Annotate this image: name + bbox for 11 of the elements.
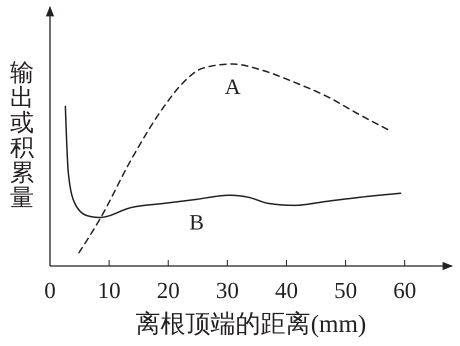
x-tick-label: 40 bbox=[274, 278, 298, 303]
x-tick-label: 30 bbox=[216, 278, 239, 303]
x-tick-label: 10 bbox=[98, 278, 121, 303]
y-axis-title: 输出或积累量 bbox=[10, 60, 34, 212]
x-tick-label: 0 bbox=[44, 278, 56, 303]
x-tick-label: 50 bbox=[334, 278, 358, 303]
series-label: A bbox=[224, 74, 241, 99]
x-tick-label: 60 bbox=[393, 278, 416, 303]
series-label: B bbox=[189, 209, 204, 234]
x-tick-label: 20 bbox=[156, 278, 180, 303]
x-axis-title: 离根顶端的距离(mm) bbox=[136, 310, 366, 338]
